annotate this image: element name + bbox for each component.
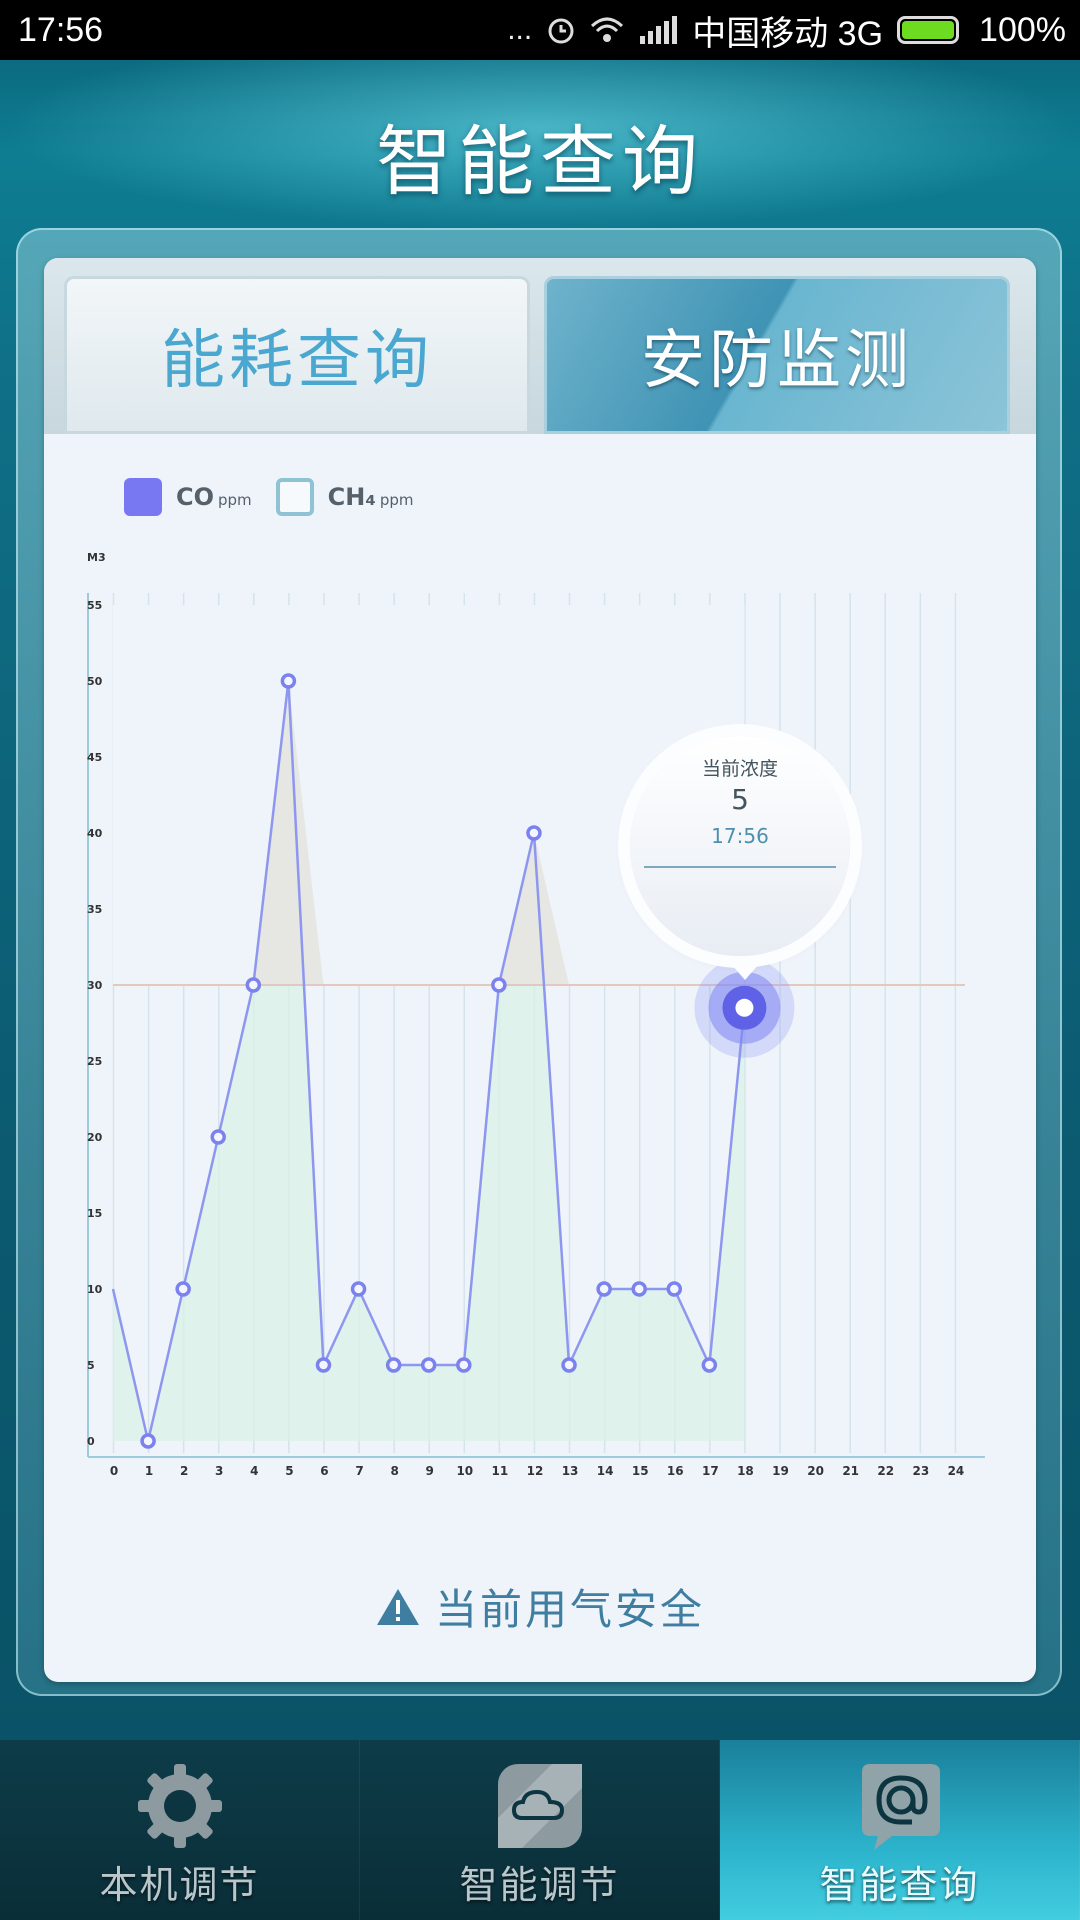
x-tick-label: 13 — [562, 1464, 579, 1478]
x-tick-label: 4 — [250, 1464, 258, 1478]
x-tick-label: 17 — [702, 1464, 719, 1478]
y-tick-label: 15 — [87, 1207, 102, 1220]
data-point — [350, 1281, 367, 1297]
nav-smart-query[interactable]: 智能查询 — [720, 1740, 1080, 1920]
tab-bar: 能耗查询 安防监测 — [44, 258, 1036, 434]
status-icons: ... 中国移动 3G 100% — [507, 6, 1066, 55]
nav-local-adjust[interactable]: 本机调节 — [0, 1740, 360, 1920]
x-tick-label: 24 — [948, 1464, 965, 1478]
x-tick-label: 12 — [527, 1464, 544, 1478]
x-tick-label: 15 — [632, 1464, 649, 1478]
bubble-pointer — [731, 964, 759, 980]
page-title: 智能查询 — [376, 117, 704, 206]
gear-icon — [132, 1758, 228, 1854]
status-time: 17:56 — [18, 10, 104, 49]
x-tick-label: 8 — [390, 1464, 398, 1478]
tab-energy-query[interactable]: 能耗查询 — [64, 276, 530, 434]
x-tick-label: 3 — [215, 1464, 223, 1478]
nav-label: 本机调节 — [99, 1863, 260, 1907]
data-point — [175, 1281, 191, 1297]
legend-label-co: CO ppm — [176, 483, 252, 511]
data-point — [701, 1357, 718, 1373]
y-tick-label: 50 — [87, 675, 103, 688]
legend-swatch-ch4 — [275, 478, 314, 516]
y-tick-label: 35 — [87, 903, 102, 916]
x-tick-label: 11 — [492, 1464, 509, 1478]
x-tick-label: 23 — [912, 1464, 929, 1478]
data-point — [666, 1281, 683, 1297]
x-tick-label: 2 — [180, 1464, 188, 1478]
battery-percent: 100% — [979, 10, 1066, 49]
current-value-bubble: 当前浓度 5 17:56 — [630, 736, 850, 956]
x-tick-label: 14 — [597, 1464, 614, 1478]
current-value: 5 — [731, 783, 749, 816]
battery-icon — [897, 16, 960, 44]
x-tick-label: 1 — [145, 1464, 153, 1478]
bubble-divider — [644, 866, 836, 868]
legend-swatch-co — [124, 478, 162, 516]
data-point — [420, 1357, 437, 1373]
legend-label-ch4: CH₄ ppm — [327, 483, 414, 511]
data-point — [140, 1433, 156, 1449]
safety-text: 当前用气安全 — [434, 1585, 705, 1634]
bottom-navigation: 本机调节 智能调节 智能查询 — [0, 1740, 1080, 1920]
data-point — [385, 1357, 402, 1373]
y-tick-label: 25 — [87, 1055, 102, 1068]
x-tick-label: 7 — [355, 1464, 363, 1478]
y-tick-label: 5 — [87, 1359, 95, 1372]
x-tick-label: 22 — [877, 1464, 894, 1478]
x-tick-label: 19 — [772, 1464, 789, 1478]
x-tick-label: 16 — [667, 1464, 684, 1478]
x-tick-label: 0 — [110, 1464, 118, 1478]
data-point — [315, 1357, 332, 1373]
tab-security-monitoring[interactable]: 安防监测 — [544, 276, 1010, 434]
x-tick-label: 21 — [842, 1464, 859, 1478]
y-axis-label: M3 — [87, 551, 106, 564]
current-time: 17:56 — [711, 824, 769, 848]
wifi-icon — [591, 17, 624, 42]
at-sign-icon — [852, 1758, 948, 1854]
x-tick-label: 5 — [285, 1464, 293, 1478]
signal-icon — [640, 16, 678, 44]
nav-label: 智能调节 — [459, 1863, 620, 1907]
warning-icon — [376, 1588, 419, 1625]
current-point-center — [735, 998, 754, 1017]
safety-status: 当前用气安全 — [44, 1576, 1036, 1637]
data-point — [596, 1281, 612, 1297]
data-point — [561, 1357, 577, 1373]
chart-legend: CO ppm CH₄ ppm — [124, 478, 438, 516]
current-label: 当前浓度 — [701, 758, 778, 780]
y-tick-label: 55 — [87, 599, 102, 612]
cloud-icon — [492, 1758, 588, 1854]
status-bar: 17:56 ... 中国移动 3G 100% — [0, 0, 1080, 60]
x-tick-label: 9 — [426, 1464, 434, 1478]
over-threshold-area — [113, 681, 745, 985]
data-point — [526, 825, 542, 841]
alarm-icon — [548, 18, 574, 44]
more-dots-icon: ... — [507, 13, 533, 46]
data-point — [245, 977, 262, 993]
data-point — [456, 1357, 472, 1373]
y-tick-label: 40 — [87, 827, 103, 840]
y-tick-label: 10 — [87, 1283, 103, 1296]
y-tick-label: 45 — [87, 751, 102, 764]
data-point — [491, 977, 507, 993]
data-point — [631, 1281, 647, 1297]
carrier-name: 中国移动 3G — [692, 14, 884, 53]
y-tick-label: 0 — [87, 1435, 95, 1448]
data-point — [210, 1129, 226, 1145]
x-tick-label: 18 — [737, 1464, 754, 1478]
x-tick-label: 10 — [456, 1464, 473, 1478]
x-tick-label: 6 — [320, 1464, 328, 1478]
header-glow — [0, 60, 1080, 230]
nav-smart-adjust[interactable]: 智能调节 — [360, 1740, 720, 1920]
threshold-mask — [113, 605, 745, 985]
y-tick-label: 20 — [87, 1131, 103, 1144]
main-card: 能耗查询 安防监测 CO ppm CH₄ ppm 0 5 10 15 20 25 30 35 40 4… — [44, 258, 1036, 1682]
x-tick-label: 20 — [807, 1464, 824, 1478]
nav-label: 智能查询 — [819, 1863, 980, 1907]
y-tick-label: 30 — [87, 979, 103, 992]
data-point — [280, 673, 297, 689]
